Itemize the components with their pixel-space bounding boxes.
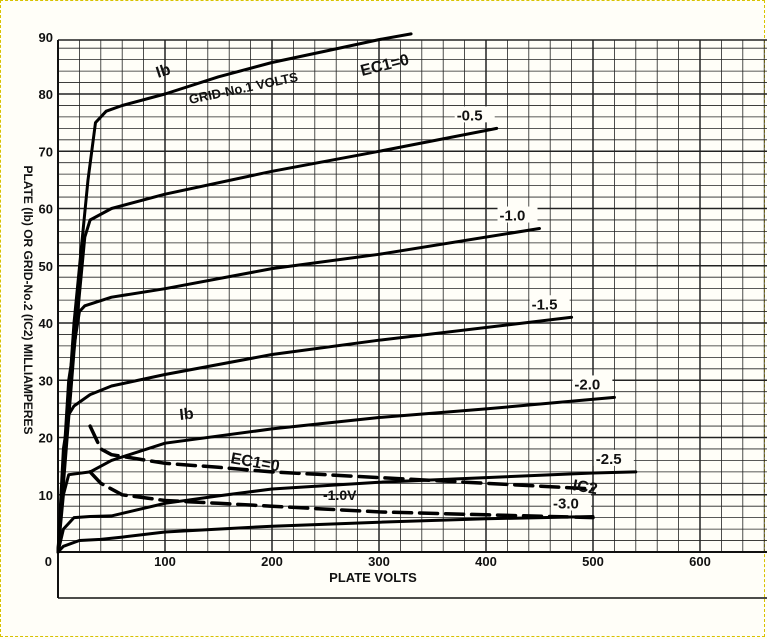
annotation-ib-lower: Ib	[179, 406, 195, 424]
x-tick-label: 600	[689, 554, 711, 569]
series-label-bg	[572, 375, 613, 392]
series-label-bg	[529, 295, 570, 312]
series-group: -0.5 -1.0 -1.5 -2.0 -2.5 -3.0	[56, 32, 638, 554]
x-tick-label: 300	[368, 554, 390, 569]
series-label-bg	[593, 449, 634, 466]
series-line--2.0	[56, 395, 616, 554]
series-line--1.5	[56, 315, 574, 554]
y-tick-label: 20	[39, 431, 53, 446]
y-axis-label: PLATE (Ib) OR GRID-No.2 (IC2) MILLIAMPER…	[21, 165, 35, 434]
x-tick-label: 100	[154, 554, 176, 569]
series-label: -3.0	[553, 496, 579, 513]
series-line-ic2-1.0v	[88, 470, 595, 520]
tick-labels: 0 100 200 300 400 500 600 10 20 30 40 50 60 70 80 90	[39, 30, 711, 569]
series-label: -2.0	[574, 376, 600, 393]
x-tick-label: 0	[45, 554, 52, 569]
x-tick-label: 200	[261, 554, 283, 569]
y-tick-label: 70	[39, 144, 53, 159]
series-label: -1.5	[532, 296, 558, 313]
series-label: -1.0	[500, 208, 526, 225]
y-tick-label: 40	[39, 316, 53, 331]
annotation-ic2: IC2	[571, 477, 599, 498]
y-tick-label: 50	[39, 259, 53, 274]
x-axis-label: PLATE VOLTS	[329, 570, 417, 585]
series-label-bg	[497, 206, 538, 223]
annotation-grid-volts: GRID-No.1 VOLTS	[188, 69, 300, 107]
series-label-bg	[551, 494, 591, 511]
annotation-ec1-zero-upper: EC1=0	[359, 51, 411, 79]
series-label: -0.5	[457, 107, 483, 124]
series-line--3.0	[56, 515, 595, 554]
x-tick-label: 500	[582, 554, 604, 569]
series-label-bg	[454, 106, 495, 123]
series-line--2.5	[56, 470, 638, 554]
series-line-ic2-ec1-0	[88, 424, 595, 491]
annotation-ib-upper: Ib	[154, 61, 173, 82]
y-tick-label: 10	[39, 488, 53, 503]
series-line-ec1-0	[56, 32, 413, 554]
y-tick-label: 60	[39, 202, 53, 217]
annotation-minus-1v: -1.0V	[323, 487, 357, 503]
axes	[57, 40, 767, 599]
series-label: -2.5	[596, 451, 622, 468]
series-line--1.0	[56, 227, 541, 554]
x-tick-label: 400	[475, 554, 497, 569]
y-tick-label: 30	[39, 373, 53, 388]
y-tick-label: 90	[39, 30, 53, 45]
y-tick-label: 80	[39, 87, 53, 102]
